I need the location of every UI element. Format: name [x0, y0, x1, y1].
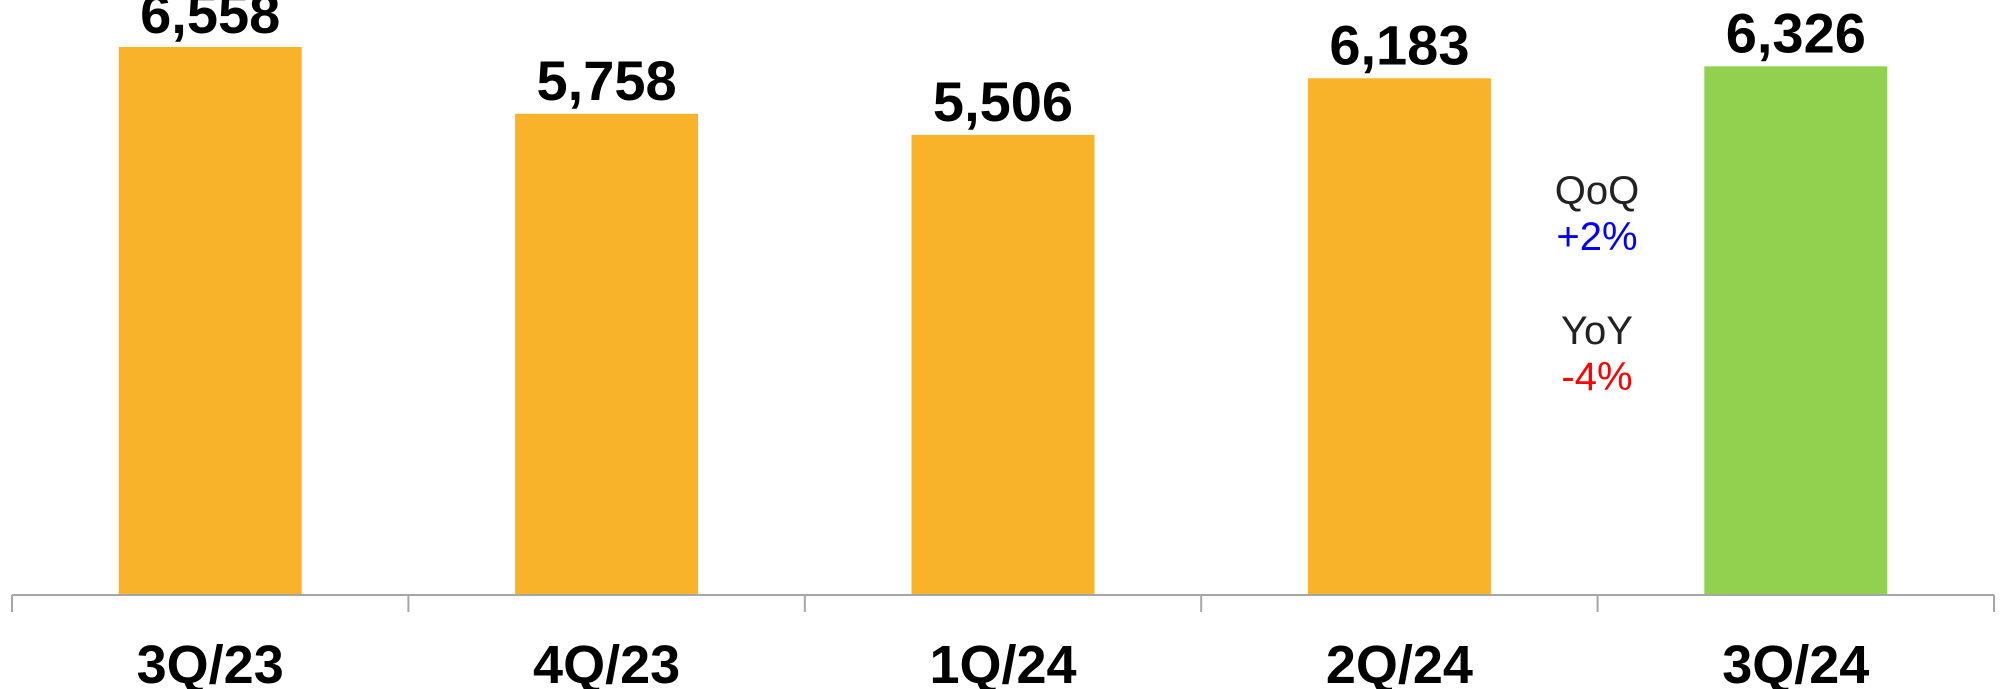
yoy-label: YoY — [1561, 309, 1633, 353]
bar-4q-23 — [515, 113, 699, 595]
qoq-value: +2% — [1556, 215, 1638, 259]
bar-3q-23 — [118, 46, 302, 595]
bar-3q-24 — [1704, 66, 1888, 595]
x-axis — [11, 594, 1995, 612]
bars-group — [118, 46, 1888, 596]
value-label: 6,326 — [1726, 1, 1866, 64]
yoy-annotation: YoY -4% — [1517, 308, 1677, 400]
tick-label: 3Q/23 — [137, 635, 284, 689]
category-labels-group: 3Q/23 4Q/23 1Q/24 2Q/24 3Q/24 — [137, 635, 1870, 689]
qoq-label: QoQ — [1554, 169, 1640, 213]
tick-label: 2Q/24 — [1326, 635, 1473, 689]
value-label: 5,758 — [537, 49, 677, 112]
qoq-annotation: QoQ +2% — [1517, 168, 1677, 260]
value-label: 5,506 — [933, 70, 1073, 133]
value-label: 6,183 — [1329, 13, 1469, 76]
value-label: 6,558 — [140, 0, 280, 45]
tick-label: 3Q/24 — [1722, 635, 1869, 689]
bar-2q-24 — [1307, 78, 1491, 596]
tick-label: 1Q/24 — [929, 635, 1076, 689]
bar-1q-24 — [911, 134, 1095, 595]
tick-label: 4Q/23 — [533, 635, 680, 689]
value-labels-group: 6,558 5,758 5,506 6,183 6,326 — [140, 0, 1866, 133]
yoy-value: -4% — [1561, 355, 1633, 399]
